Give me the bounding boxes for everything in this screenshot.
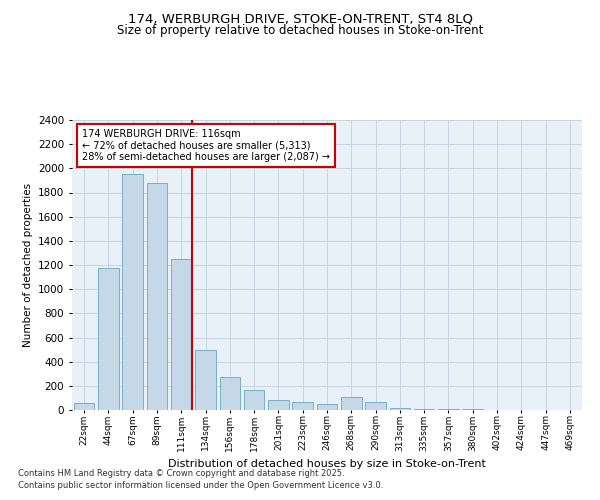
Text: 174, WERBURGH DRIVE, STOKE-ON-TRENT, ST4 8LQ: 174, WERBURGH DRIVE, STOKE-ON-TRENT, ST4… <box>128 12 473 26</box>
Bar <box>389 408 410 410</box>
Bar <box>365 402 386 410</box>
Text: Contains HM Land Registry data © Crown copyright and database right 2025.: Contains HM Land Registry data © Crown c… <box>18 468 344 477</box>
Bar <box>268 400 289 410</box>
Bar <box>146 184 167 410</box>
Text: Contains public sector information licensed under the Open Government Licence v3: Contains public sector information licen… <box>18 481 383 490</box>
Bar <box>317 404 337 410</box>
Bar <box>98 268 119 410</box>
Bar <box>122 174 143 410</box>
Bar <box>292 402 313 410</box>
Bar <box>414 409 434 410</box>
Text: 174 WERBURGH DRIVE: 116sqm
← 72% of detached houses are smaller (5,313)
28% of s: 174 WERBURGH DRIVE: 116sqm ← 72% of deta… <box>82 128 330 162</box>
Bar <box>220 378 240 410</box>
Bar <box>341 398 362 410</box>
Y-axis label: Number of detached properties: Number of detached properties <box>23 183 32 347</box>
X-axis label: Distribution of detached houses by size in Stoke-on-Trent: Distribution of detached houses by size … <box>168 459 486 469</box>
Text: Size of property relative to detached houses in Stoke-on-Trent: Size of property relative to detached ho… <box>117 24 483 37</box>
Bar <box>244 390 265 410</box>
Bar <box>171 259 191 410</box>
Bar <box>74 404 94 410</box>
Bar <box>195 350 216 410</box>
